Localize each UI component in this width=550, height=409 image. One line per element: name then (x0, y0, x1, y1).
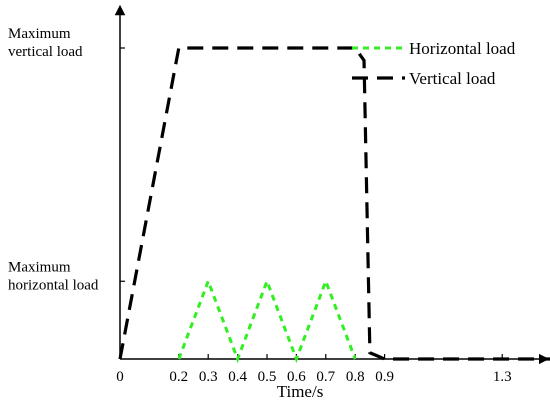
x-tick-label: 0.8 (346, 369, 365, 385)
x-tick-label: 1.3 (493, 369, 512, 385)
series-line-horizontal-load (177, 277, 357, 364)
x-tick-label: 0.9 (375, 369, 394, 385)
y-category-label: horizontal load (8, 277, 99, 293)
x-tick-label: 0.6 (287, 369, 306, 385)
x-ticks: 0 0.2 0.3 0.4 0.5 0.6 0.7 0.8 0.9 1.3 (116, 354, 512, 385)
legend-label: Horizontal load (409, 39, 516, 58)
x-tick-label: 0.5 (258, 369, 277, 385)
y-category-label: Maximum (8, 259, 71, 275)
y-tick-marks (120, 47, 125, 282)
x-tick-label: 0.2 (169, 369, 188, 385)
series-layer (118, 46, 550, 364)
series-line-vertical-load (118, 46, 550, 361)
legend-label: Vertical load (409, 69, 496, 88)
y-category-labels: Maximum vertical load Maximum horizontal lo… (8, 26, 99, 293)
y-category-label: vertical load (8, 44, 83, 60)
y-category-label: Maximum (8, 26, 71, 42)
axes: 0 0.2 0.3 0.4 0.5 0.6 0.7 0.8 0.9 1.3 (114, 4, 550, 385)
x-axis-title: Time/s (277, 382, 324, 401)
x-tick-label: 0 (116, 369, 124, 385)
x-tick-label: 0.7 (316, 369, 335, 385)
x-tick-label: 0.3 (199, 369, 218, 385)
x-tick-label: 0.4 (228, 369, 247, 385)
legend: Horizontal load Vertical load (352, 39, 516, 88)
